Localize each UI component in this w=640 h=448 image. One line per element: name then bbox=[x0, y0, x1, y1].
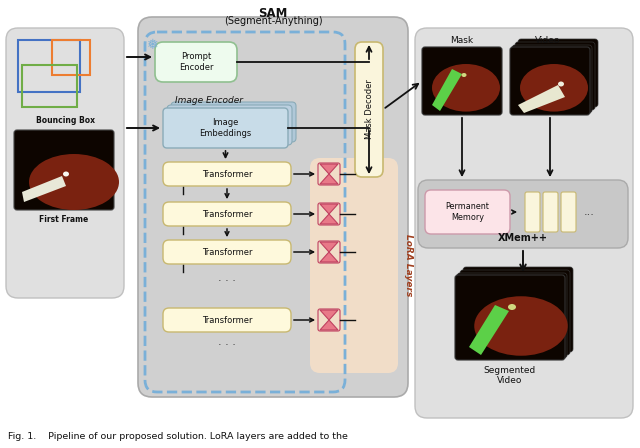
FancyBboxPatch shape bbox=[425, 190, 510, 234]
Text: SAM: SAM bbox=[259, 7, 288, 20]
Polygon shape bbox=[320, 242, 338, 252]
Ellipse shape bbox=[558, 82, 564, 86]
Ellipse shape bbox=[520, 64, 588, 112]
FancyBboxPatch shape bbox=[138, 17, 408, 397]
Text: Bouncing Box: Bouncing Box bbox=[35, 116, 95, 125]
Bar bbox=[18, 40, 80, 92]
FancyBboxPatch shape bbox=[515, 42, 595, 110]
FancyBboxPatch shape bbox=[418, 180, 628, 248]
Text: ❅: ❅ bbox=[147, 38, 159, 52]
Text: Transformer: Transformer bbox=[202, 210, 252, 219]
Polygon shape bbox=[518, 85, 565, 113]
FancyBboxPatch shape bbox=[510, 47, 590, 115]
FancyBboxPatch shape bbox=[415, 28, 633, 418]
Ellipse shape bbox=[461, 73, 467, 77]
Text: First Frame: First Frame bbox=[40, 215, 88, 224]
FancyBboxPatch shape bbox=[14, 130, 114, 210]
Polygon shape bbox=[320, 164, 338, 174]
Text: Transformer: Transformer bbox=[202, 247, 252, 257]
FancyBboxPatch shape bbox=[171, 102, 296, 142]
Text: . . .: . . . bbox=[218, 273, 236, 283]
FancyBboxPatch shape bbox=[155, 42, 237, 82]
FancyBboxPatch shape bbox=[463, 267, 573, 352]
FancyBboxPatch shape bbox=[455, 275, 565, 360]
Text: Segmented
Video: Segmented Video bbox=[484, 366, 536, 385]
FancyBboxPatch shape bbox=[355, 42, 383, 177]
Ellipse shape bbox=[432, 64, 500, 112]
Text: XMem++: XMem++ bbox=[498, 233, 548, 243]
Bar bbox=[52, 40, 90, 75]
FancyBboxPatch shape bbox=[310, 158, 398, 373]
FancyBboxPatch shape bbox=[525, 192, 540, 232]
FancyBboxPatch shape bbox=[460, 270, 570, 355]
Polygon shape bbox=[320, 214, 338, 224]
Text: (Segment-Anything): (Segment-Anything) bbox=[224, 16, 323, 26]
Text: LoRA Layers: LoRA Layers bbox=[403, 234, 413, 296]
Polygon shape bbox=[320, 204, 338, 214]
Text: Mask Decoder: Mask Decoder bbox=[365, 80, 374, 139]
Ellipse shape bbox=[63, 172, 69, 177]
Polygon shape bbox=[432, 69, 462, 111]
FancyBboxPatch shape bbox=[163, 240, 291, 264]
FancyBboxPatch shape bbox=[422, 47, 502, 115]
FancyBboxPatch shape bbox=[543, 192, 558, 232]
FancyBboxPatch shape bbox=[163, 162, 291, 186]
Text: Fig. 1.    Pipeline of our proposed solution. LoRA layers are added to the: Fig. 1. Pipeline of our proposed solutio… bbox=[8, 432, 348, 441]
FancyBboxPatch shape bbox=[512, 45, 592, 113]
Text: Image Encoder: Image Encoder bbox=[175, 96, 243, 105]
Text: Image
Embeddings: Image Embeddings bbox=[200, 118, 252, 138]
Text: Prompt
Encoder: Prompt Encoder bbox=[179, 52, 213, 72]
Bar bbox=[22, 65, 77, 107]
Text: Transformer: Transformer bbox=[202, 315, 252, 324]
FancyBboxPatch shape bbox=[167, 105, 292, 145]
Text: Transformer: Transformer bbox=[202, 169, 252, 178]
Polygon shape bbox=[22, 176, 66, 202]
Ellipse shape bbox=[29, 154, 119, 210]
Text: Video: Video bbox=[535, 36, 561, 45]
Text: . . .: . . . bbox=[218, 337, 236, 347]
Text: Mask: Mask bbox=[451, 36, 474, 45]
FancyBboxPatch shape bbox=[457, 273, 567, 358]
Text: ...: ... bbox=[584, 207, 595, 217]
Polygon shape bbox=[320, 252, 338, 262]
Ellipse shape bbox=[508, 304, 516, 310]
Text: Permanent
Memory: Permanent Memory bbox=[445, 202, 490, 222]
FancyBboxPatch shape bbox=[561, 192, 576, 232]
FancyBboxPatch shape bbox=[518, 39, 598, 107]
Polygon shape bbox=[320, 310, 338, 320]
FancyBboxPatch shape bbox=[163, 308, 291, 332]
FancyBboxPatch shape bbox=[6, 28, 124, 298]
FancyBboxPatch shape bbox=[163, 108, 288, 148]
FancyBboxPatch shape bbox=[163, 202, 291, 226]
Polygon shape bbox=[469, 305, 509, 355]
Polygon shape bbox=[320, 320, 338, 330]
Ellipse shape bbox=[474, 296, 568, 356]
Polygon shape bbox=[320, 174, 338, 184]
